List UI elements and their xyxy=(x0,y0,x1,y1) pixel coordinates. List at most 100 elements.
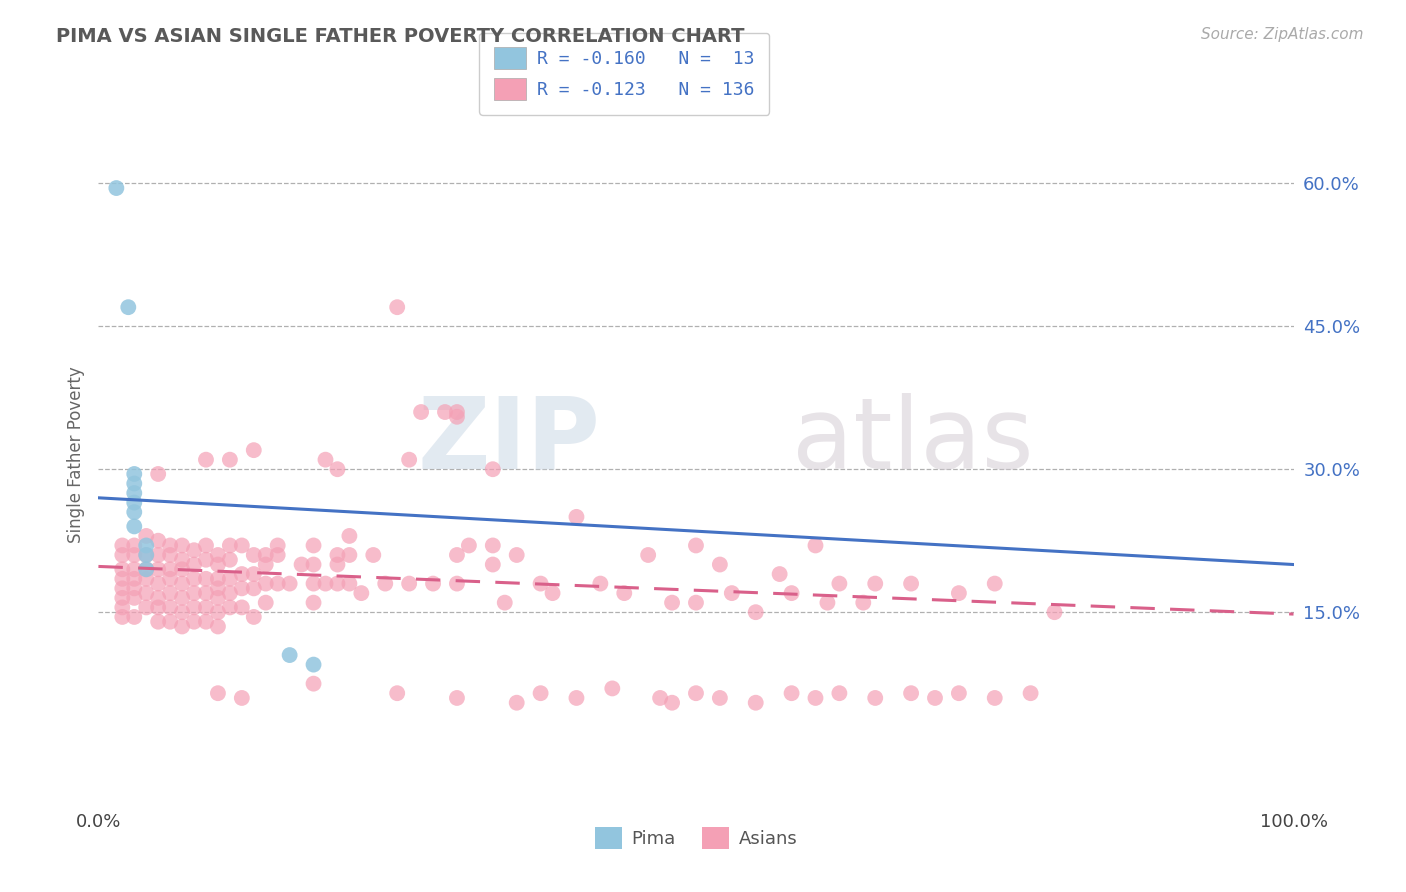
Point xyxy=(183,543,205,558)
Point xyxy=(828,576,851,591)
Point xyxy=(804,690,827,705)
Point xyxy=(183,572,205,586)
Point xyxy=(745,696,768,710)
Point xyxy=(602,681,624,696)
Point xyxy=(135,539,157,553)
Point xyxy=(135,586,157,600)
Point xyxy=(685,539,707,553)
Point xyxy=(183,586,205,600)
Point xyxy=(948,686,970,700)
Point xyxy=(506,548,529,562)
Point xyxy=(172,619,194,633)
Point xyxy=(363,548,385,562)
Point xyxy=(780,586,803,600)
Point xyxy=(984,576,1007,591)
Point xyxy=(385,300,409,314)
Point xyxy=(111,572,134,586)
Point xyxy=(541,586,564,600)
Point xyxy=(148,576,170,591)
Point xyxy=(124,476,146,491)
Point xyxy=(124,572,146,586)
Point xyxy=(267,548,290,562)
Point xyxy=(148,600,170,615)
Point xyxy=(302,576,325,591)
Point xyxy=(231,539,253,553)
Point xyxy=(291,558,314,572)
Point xyxy=(339,576,361,591)
Point xyxy=(302,539,325,553)
Point xyxy=(326,558,349,572)
Point xyxy=(159,586,181,600)
Point xyxy=(254,548,277,562)
Point xyxy=(302,676,325,690)
Point xyxy=(398,452,420,467)
Point xyxy=(124,548,146,562)
Point xyxy=(339,548,361,562)
Point xyxy=(207,548,229,562)
Text: Source: ZipAtlas.com: Source: ZipAtlas.com xyxy=(1201,27,1364,42)
Point xyxy=(124,467,146,481)
Point xyxy=(315,576,337,591)
Point xyxy=(124,486,146,500)
Point xyxy=(530,576,553,591)
Point xyxy=(135,600,157,615)
Point xyxy=(422,576,444,591)
Point xyxy=(105,181,128,195)
Point xyxy=(207,686,229,700)
Point xyxy=(924,690,946,705)
Point xyxy=(481,539,505,553)
Point xyxy=(494,596,516,610)
Point xyxy=(159,572,181,586)
Point xyxy=(385,686,409,700)
Point xyxy=(326,576,349,591)
Point xyxy=(254,576,277,591)
Point xyxy=(434,405,457,419)
Point xyxy=(124,582,146,596)
Point xyxy=(231,690,253,705)
Point xyxy=(745,605,768,619)
Point xyxy=(506,696,529,710)
Point xyxy=(195,539,218,553)
Point xyxy=(446,576,468,591)
Point xyxy=(661,596,683,610)
Point xyxy=(195,452,218,467)
Point xyxy=(148,467,170,481)
Point xyxy=(231,567,253,582)
Point xyxy=(481,558,505,572)
Point xyxy=(446,405,468,419)
Point xyxy=(302,558,325,572)
Point xyxy=(159,615,181,629)
Point xyxy=(159,539,181,553)
Point xyxy=(172,591,194,605)
Point xyxy=(148,548,170,562)
Point xyxy=(339,529,361,543)
Point xyxy=(124,562,146,576)
Point xyxy=(254,558,277,572)
Point xyxy=(124,610,146,624)
Point xyxy=(124,495,146,509)
Point xyxy=(637,548,659,562)
Point xyxy=(815,596,838,610)
Point xyxy=(685,596,707,610)
Point xyxy=(111,610,134,624)
Point xyxy=(243,610,266,624)
Point xyxy=(326,548,349,562)
Point xyxy=(207,572,229,586)
Point xyxy=(865,576,887,591)
Point xyxy=(804,539,827,553)
Point xyxy=(135,562,157,576)
Point xyxy=(219,600,242,615)
Point xyxy=(207,591,229,605)
Point xyxy=(172,576,194,591)
Point xyxy=(267,539,290,553)
Point xyxy=(828,686,851,700)
Point xyxy=(195,615,218,629)
Point xyxy=(219,539,242,553)
Point xyxy=(172,553,194,567)
Point xyxy=(148,562,170,576)
Point xyxy=(1019,686,1042,700)
Point xyxy=(254,596,277,610)
Point xyxy=(207,619,229,633)
Point xyxy=(183,600,205,615)
Point xyxy=(111,562,134,576)
